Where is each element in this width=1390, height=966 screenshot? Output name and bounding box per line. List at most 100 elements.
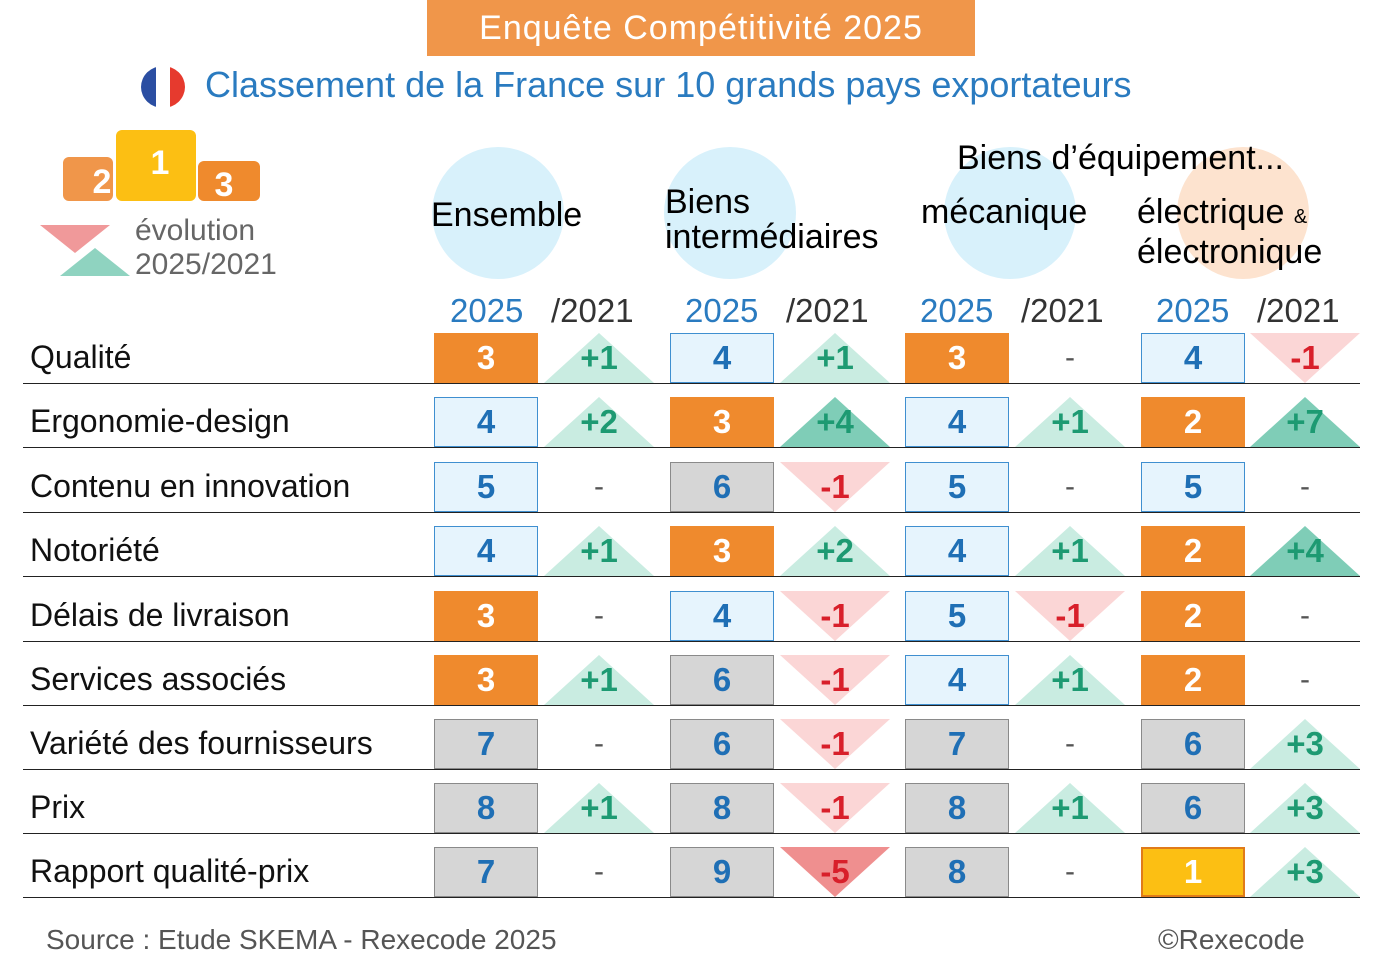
row-divider [23,897,1360,898]
rank-cell: 4 [670,591,774,641]
down-triangle-icon [780,783,890,833]
evolution-legend-line2: 2025/2021 [135,248,277,281]
evolution-value: -1 [820,597,850,634]
evolution-value: - [594,855,604,888]
evolution-value: -1 [820,468,850,505]
evolution-cell: -5 [780,847,890,897]
evolution-cell: +3 [1250,783,1360,833]
group-title: Biens d’équipement... [957,139,1284,177]
evolution-value: -1 [1290,339,1320,376]
evolution-cell: +1 [544,333,654,383]
evolution-cell: - [1250,591,1360,641]
down-triangle-icon [780,847,890,897]
evolution-value: +2 [816,532,854,569]
evolution-value: +1 [1051,403,1089,440]
col-title-electrique: électrique & électronique [1137,195,1322,270]
evolution-cell: - [1015,462,1125,512]
rank-cell: 8 [905,847,1009,897]
rank-cell: 4 [434,526,538,576]
rank-cell: 4 [1141,333,1245,383]
evolution-cell: +1 [780,333,890,383]
evolution-cell: -1 [1015,591,1125,641]
rank-cell: 4 [905,655,1009,705]
evolution-cell: +4 [1250,526,1360,576]
up-triangle-icon [1015,397,1125,447]
evolution-value: - [594,727,604,760]
up-triangle-icon [544,783,654,833]
podium-third-icon [198,161,260,201]
evolution-cell: - [1250,462,1360,512]
col-title-line: électronique [1137,233,1323,271]
chart-subtitle: Classement de la France sur 10 grands pa… [205,64,1132,105]
evolution-value: +1 [1051,532,1089,569]
evolution-cell: +2 [544,397,654,447]
row-label: Variété des fournisseurs [30,725,373,761]
up-triangle-icon [544,526,654,576]
down-triangle-icon [780,719,890,769]
evolution-cell: - [1015,719,1125,769]
evolution-value: +4 [816,403,854,440]
cmp-header: /2021 [1257,292,1340,329]
up-triangle-icon [544,333,654,383]
row-divider [23,833,1360,834]
year-header: 2025 [450,292,524,329]
evolution-cell: +1 [1015,655,1125,705]
podium-legend-icon: 2 1 3 [40,130,260,276]
evolution-cell: -1 [780,591,890,641]
evolution-triangle [1015,783,1125,833]
row-label: Notoriété [30,532,160,568]
up-triangle-icon [60,248,130,276]
evolution-cell: - [544,591,654,641]
row-label: Prix [30,789,86,825]
year-header: 2025 [1156,292,1230,329]
rank-cell: 3 [670,397,774,447]
evolution-cell: -1 [1250,333,1360,383]
rank-cell: 5 [905,462,1009,512]
rank-cell: 2 [1141,655,1245,705]
evolution-cell: +1 [1015,397,1125,447]
evolution-cell: - [1015,333,1125,383]
col-title-line: électrique [1137,193,1285,231]
year-header: 2025 [920,292,994,329]
evolution-cell: -1 [780,655,890,705]
evolution-value: - [1065,855,1075,888]
col-title-amp: & [1293,206,1308,228]
evolution-triangle [544,333,654,383]
row-divider [23,641,1360,642]
evolution-cell: -1 [780,462,890,512]
evolution-value: - [1065,341,1075,374]
col-title-line: intermédiaires [665,218,879,256]
evolution-triangle [1015,526,1125,576]
down-triangle-icon [1250,333,1360,383]
up-triangle-icon [1250,719,1360,769]
rank-cell: 3 [670,526,774,576]
evolution-value: - [1300,470,1310,503]
evolution-triangle [1015,591,1125,641]
evolution-value: +4 [1286,532,1324,569]
rank-cell: 7 [434,719,538,769]
evolution-triangle [1250,333,1360,383]
row-label: Contenu en innovation [30,468,351,504]
evolution-value: - [1065,470,1075,503]
col-title-ensemble: Ensemble [431,198,582,233]
evolution-triangle [544,526,654,576]
evolution-triangle [544,783,654,833]
down-triangle-icon [40,225,110,253]
evolution-value: - [1300,663,1310,696]
evolution-triangle [780,783,890,833]
evolution-value: - [594,470,604,503]
rank-cell: 6 [1141,783,1245,833]
rank-cell: 5 [905,591,1009,641]
rank-cell: 4 [670,333,774,383]
row-divider [23,512,1360,513]
evolution-triangle [780,397,890,447]
up-triangle-icon [1250,526,1360,576]
evolution-cell: +3 [1250,847,1360,897]
evolution-value: +3 [1286,789,1324,826]
row-divider [23,705,1360,706]
copyright-note: ©Rexecode [1158,924,1305,955]
evolution-value: - [1065,727,1075,760]
evolution-cell: - [1250,655,1360,705]
evolution-value: -1 [820,789,850,826]
row-label: Services associés [30,661,287,697]
